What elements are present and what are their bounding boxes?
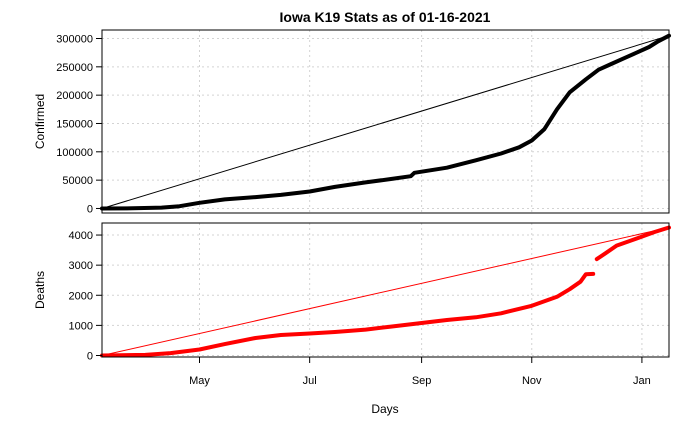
x-tick-label: Jan (633, 375, 651, 387)
confirmed-y-label: Confirmed (33, 94, 47, 149)
y-tick-label: 300000 (56, 33, 93, 45)
confirmed-panel: 0 50000 100000 150000 200000 250000 300000 Con… (33, 29, 671, 215)
y-tick-label: 200000 (56, 90, 93, 102)
y-tick-label: 3000 (69, 260, 93, 272)
chart-title: Iowa K19 Stats as of 01-16-2021 (280, 9, 491, 25)
y-tick-label: 50000 (62, 175, 93, 187)
deaths-plot-frame (101, 222, 670, 358)
x-tick-label: Sep (412, 375, 432, 387)
confirmed-grid (102, 30, 669, 213)
x-tick-label: May (189, 375, 210, 387)
confirmed-y-axis: 0 50000 100000 150000 200000 250000 300000 (56, 33, 102, 215)
deaths-series-line (100, 271, 596, 358)
confirmed-series-line (100, 33, 671, 211)
y-tick-label: 4000 (69, 230, 93, 242)
confirmed-plot-frame (101, 29, 670, 214)
deaths-series (100, 225, 671, 358)
y-tick-label: 250000 (56, 62, 93, 74)
x-tick-label: Jul (303, 375, 317, 387)
y-tick-label: 0 (87, 203, 93, 215)
deaths-y-label: Deaths (33, 271, 47, 309)
y-tick-label: 100000 (56, 147, 93, 159)
deaths-grid (102, 223, 669, 357)
x-tick-label: Nov (522, 375, 542, 387)
y-tick-label: 150000 (56, 118, 93, 130)
deaths-series-line (594, 225, 671, 262)
x-axis-label: Days (371, 402, 398, 416)
y-tick-label: 0 (87, 350, 93, 362)
y-tick-label: 2000 (69, 290, 93, 302)
deaths-panel: 0 1000 2000 3000 4000 Deaths (33, 222, 671, 362)
confirmed-reference-line (101, 35, 670, 209)
deaths-reference-line (101, 227, 670, 356)
x-axis: May Jul Sep Nov Jan (189, 357, 651, 387)
y-tick-label: 1000 (69, 320, 93, 332)
deaths-y-axis: 0 1000 2000 3000 4000 (69, 230, 102, 362)
